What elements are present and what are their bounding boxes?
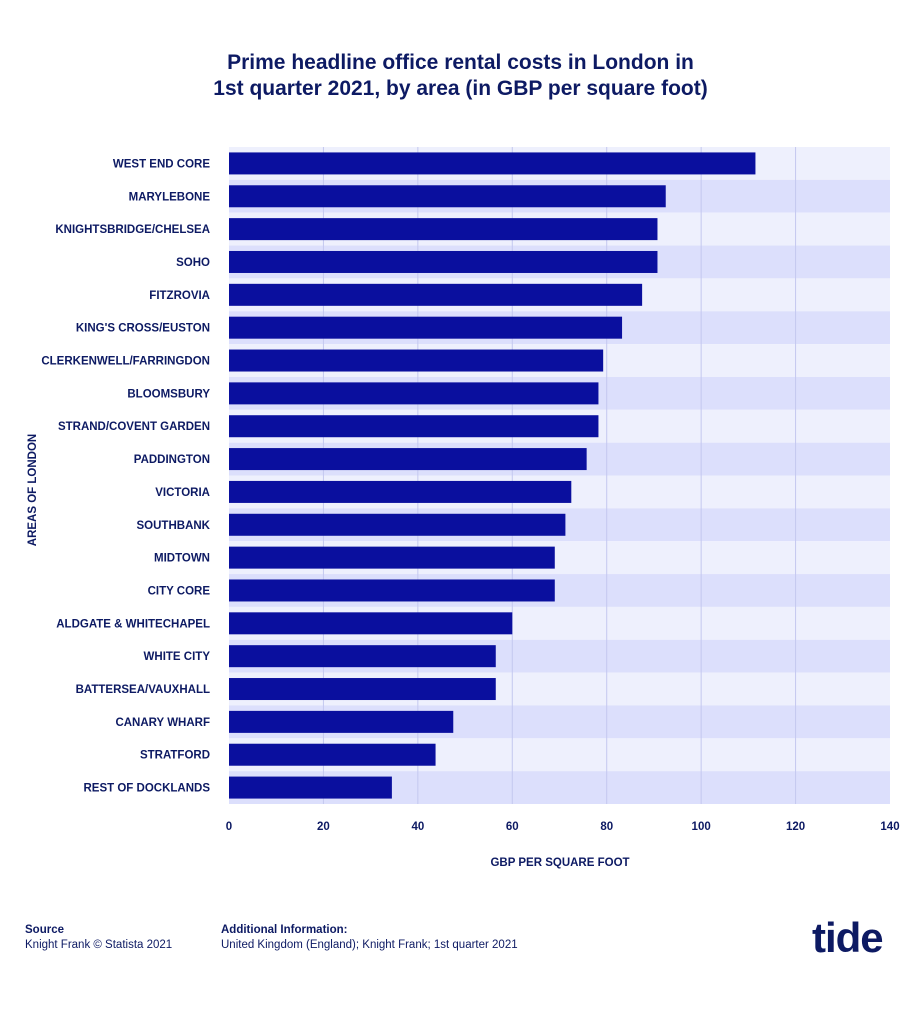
chart-title: Prime headline office rental costs in Lo…: [0, 50, 921, 102]
category-label: PADDINGTON: [134, 454, 210, 466]
bar: [229, 283, 643, 306]
bar: [229, 546, 555, 569]
additional-info-text: United Kingdom (England); Knight Frank; …: [221, 939, 518, 951]
category-label: WHITE CITY: [144, 651, 211, 663]
bar: [229, 743, 436, 766]
category-label: VICTORIA: [155, 487, 210, 499]
additional-info-heading: Additional Information:: [221, 924, 348, 936]
bar: [229, 776, 392, 799]
category-label: SOUTHBANK: [137, 520, 211, 532]
category-label: WEST END CORE: [113, 158, 210, 170]
tide-logo: tide: [812, 914, 884, 961]
x-tick-label: 80: [600, 821, 613, 833]
source-text: Knight Frank © Statista 2021: [25, 939, 173, 951]
bar: [229, 185, 666, 208]
category-label: STRAND/COVENT GARDEN: [58, 421, 210, 433]
bar: [229, 349, 604, 372]
category-label: CLERKENWELL/FARRINGDON: [41, 356, 210, 368]
bar: [229, 218, 658, 241]
category-label: STRATFORD: [140, 750, 210, 762]
x-tick-label: 20: [317, 821, 330, 833]
x-tick-label: 140: [880, 821, 899, 833]
bar: [229, 645, 496, 668]
bar: [229, 316, 623, 339]
x-tick-labels: 0 20 40 60 80 100 120 140: [226, 821, 900, 833]
category-label: CITY CORE: [148, 585, 211, 597]
x-tick-label: 100: [692, 821, 711, 833]
source-note: Source Knight Frank © Statista 2021: [25, 923, 172, 953]
bar: [229, 250, 658, 273]
bar: [229, 612, 513, 635]
bar: [229, 415, 599, 438]
category-label: KING'S CROSS/EUSTON: [76, 323, 210, 335]
category-label: CANARY WHARF: [115, 717, 210, 729]
category-label: MIDTOWN: [154, 553, 210, 565]
bar: [229, 382, 599, 405]
chart-title-line-2: 1st quarter 2021, by area (in GBP per sq…: [213, 77, 708, 100]
category-label: BLOOMSBURY: [127, 388, 210, 400]
category-label: REST OF DOCKLANDS: [84, 783, 211, 795]
source-heading: Source: [25, 924, 64, 936]
x-tick-label: 40: [411, 821, 424, 833]
additional-info: Additional Information: United Kingdom (…: [221, 923, 518, 953]
category-labels: WEST END CORE MARYLEBONE KNIGHTSBRIDGE/CHE…: [41, 158, 210, 794]
bar: [229, 678, 496, 701]
row-bands: [229, 147, 890, 804]
category-label: BATTERSEA/VAUXHALL: [76, 684, 210, 696]
y-axis-label: AREAS OF LONDON: [27, 434, 39, 546]
x-axis-label: GBP PER SQUARE FOOT: [490, 857, 629, 869]
bar: [229, 480, 572, 503]
bar-chart: WEST END CORE MARYLEBONE KNIGHTSBRIDGE/CHE…: [27, 147, 900, 869]
bar: [229, 513, 566, 536]
category-label: MARYLEBONE: [129, 191, 211, 203]
bar: [229, 448, 587, 471]
bars: [229, 152, 756, 799]
x-tick-label: 0: [226, 821, 232, 833]
bar: [229, 579, 555, 602]
category-label: KNIGHTSBRIDGE/CHELSEA: [55, 224, 210, 236]
category-label: FITZROVIA: [149, 290, 210, 302]
chart-title-line-1: Prime headline office rental costs in Lo…: [227, 51, 694, 74]
bar: [229, 152, 756, 175]
x-tick-label: 60: [506, 821, 519, 833]
x-tick-label: 120: [786, 821, 805, 833]
category-label: SOHO: [176, 257, 210, 269]
bar: [229, 710, 454, 733]
category-label: ALDGATE & WHITECHAPEL: [56, 618, 210, 630]
